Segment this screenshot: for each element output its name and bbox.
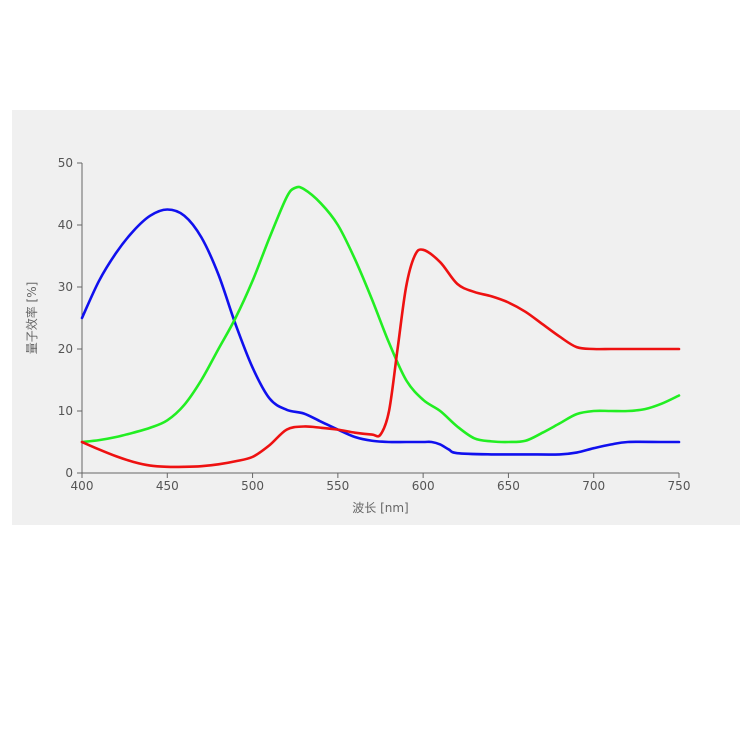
y-tick-label: 20 bbox=[58, 342, 73, 356]
x-tick-label: 650 bbox=[497, 479, 520, 493]
y-tick-label: 50 bbox=[58, 156, 73, 170]
series-line-3 bbox=[80, 248, 681, 469]
y-tick-label: 30 bbox=[58, 280, 73, 294]
x-tick-label: 500 bbox=[241, 479, 264, 493]
y-tick-label: 40 bbox=[58, 218, 73, 232]
x-tick-label: 750 bbox=[668, 479, 691, 493]
y-tick-label: 0 bbox=[65, 466, 73, 480]
y-tick-label: 10 bbox=[58, 404, 73, 418]
x-axis-label: 波长 [nm] bbox=[352, 501, 408, 515]
series-line-1 bbox=[80, 208, 681, 456]
x-ticks: 400 450 500 550 600 650 700 750 bbox=[71, 473, 691, 493]
chart-background bbox=[12, 110, 740, 525]
series-line-2 bbox=[80, 185, 681, 444]
x-tick-label: 700 bbox=[582, 479, 605, 493]
y-axis-label: 量子效率 [%] bbox=[24, 282, 39, 355]
x-tick-label: 450 bbox=[156, 479, 179, 493]
x-tick-label: 550 bbox=[326, 479, 349, 493]
y-ticks: 0 10 20 30 40 50 bbox=[58, 156, 82, 480]
x-tick-label: 400 bbox=[71, 479, 94, 493]
x-tick-label: 600 bbox=[412, 479, 435, 493]
series-group bbox=[80, 185, 681, 469]
